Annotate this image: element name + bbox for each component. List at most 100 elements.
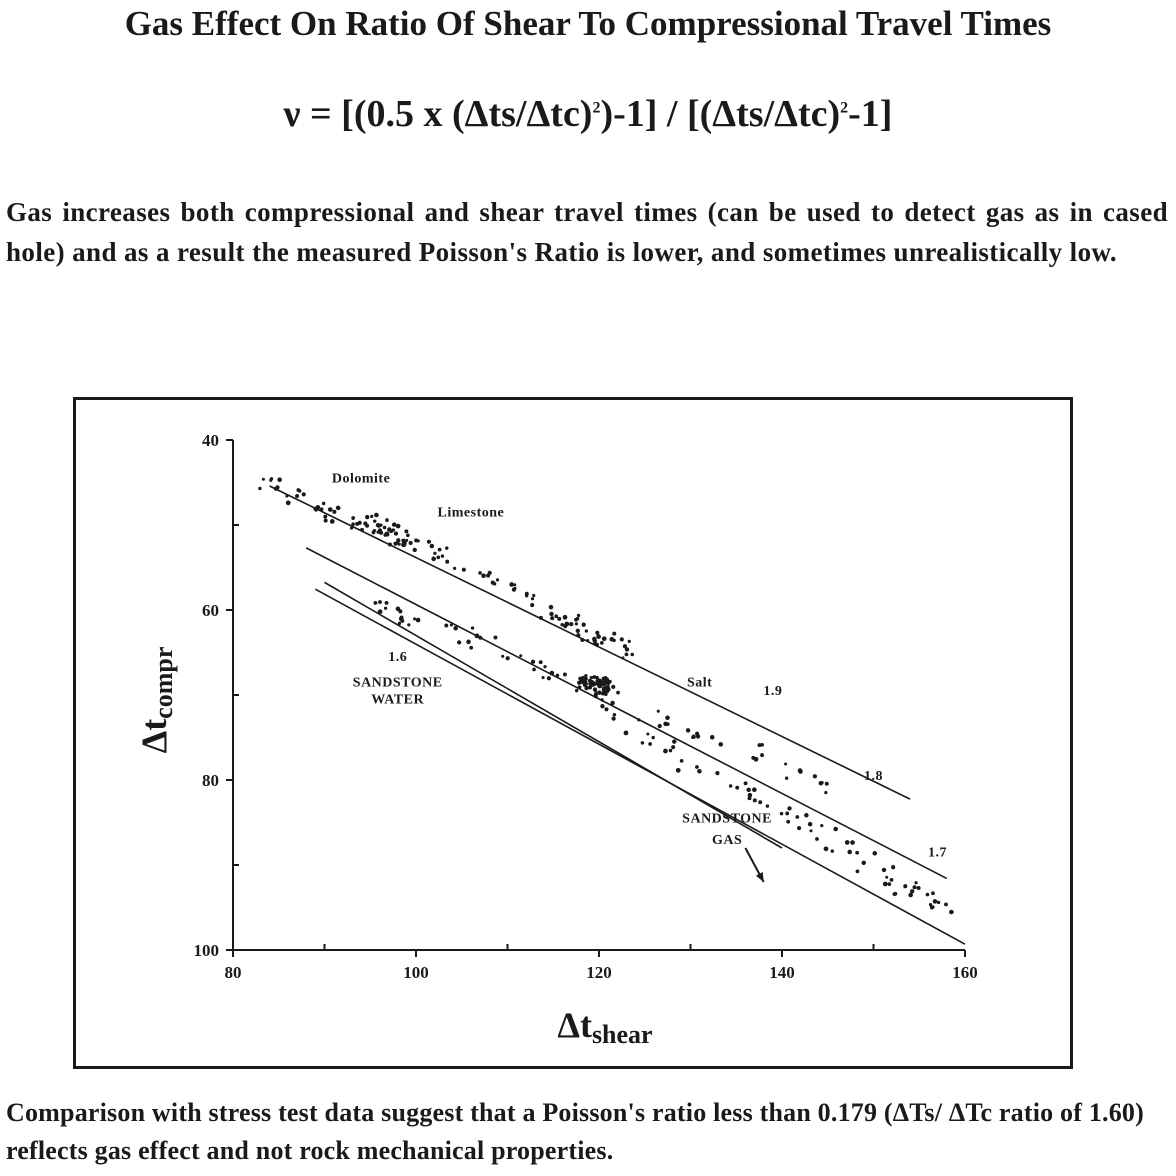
data-point [384,531,390,537]
data-point [592,687,598,692]
data-point [931,891,935,896]
data-point [404,529,409,534]
data-point [715,771,720,776]
page-title: Gas Effect On Ratio Of Shear To Compress… [124,4,1052,43]
data-point [429,543,435,549]
chart-annotation: 1.9 [763,684,782,699]
data-point [595,630,600,635]
data-point [301,492,306,497]
data-point [949,909,954,915]
intro-paragraph: Gas increases both compressional and she… [6,197,1168,267]
data-point [436,555,441,560]
data-point [373,601,378,605]
data-point [587,685,593,690]
formula-part-3: -1] [848,93,893,135]
data-point [872,851,878,856]
data-point [574,688,579,693]
data-point [373,519,377,523]
data-point [560,622,564,627]
data-point [882,881,888,887]
data-point [490,580,495,585]
data-point [415,617,421,623]
y-tick-label: 60 [202,601,219,620]
data-point [855,850,860,855]
chart-annotation: 1.6 [388,650,407,665]
data-point [747,792,753,798]
data-point [481,573,486,579]
data-point [889,878,894,882]
data-point [495,578,500,582]
data-point [569,621,574,627]
data-point [505,656,510,661]
data-point [576,613,581,618]
x-tick-label: 80 [225,963,242,982]
data-point [562,614,568,620]
data-point [376,523,382,528]
data-point [372,528,377,533]
data-point [383,606,388,610]
data-point [743,781,748,786]
data-point [765,804,770,808]
footer-paragraph: Comparison with stress test data suggest… [6,1098,1144,1165]
data-point [914,881,918,885]
data-point [903,884,908,889]
data-point [651,735,655,740]
data-point [584,629,589,633]
data-point [583,680,587,684]
data-point [752,798,757,803]
data-point [351,522,355,527]
data-point [541,676,545,680]
data-point [797,768,803,773]
data-point [509,582,514,587]
data-point [557,616,562,621]
data-point [322,501,326,505]
data-point [600,704,605,709]
data-point [584,674,588,678]
data-point [830,849,835,853]
chart-annotation: WATER [371,693,424,708]
data-point [370,514,374,519]
data-point [850,840,855,845]
y-axis-title: Δtcompr [134,647,178,754]
data-point [501,654,505,658]
data-point [807,821,813,827]
data-point [611,684,616,689]
data-point [593,692,598,697]
data-point [601,688,606,692]
data-point [530,603,535,608]
data-point [583,676,588,681]
data-point [672,739,677,744]
data-point [564,621,570,627]
data-point [378,600,382,604]
data-point [804,813,809,818]
data-point [393,531,399,536]
data-point [395,523,401,529]
data-point [581,622,586,627]
data-point [588,681,593,686]
data-point [384,600,389,605]
data-point [440,554,445,558]
chart-annotation: GAS [712,833,742,848]
data-point [609,636,615,642]
data-point [461,567,466,572]
data-point [599,641,604,645]
data-point [466,639,471,645]
data-point [601,682,606,687]
data-point [601,636,607,642]
data-point [391,528,396,532]
data-point [812,774,817,779]
data-point [685,728,691,733]
data-point [433,551,437,555]
data-point [493,635,498,640]
data-point [757,743,762,748]
data-point [671,745,676,750]
data-point [646,732,650,736]
data-point [513,583,517,587]
data-point [395,606,401,612]
annotations: Dolomite Limestone Salt 1.9 1.8 1.7 1.6 SANDSTO… [332,472,947,883]
data-point [697,768,702,774]
data-point [532,667,536,672]
data-point [779,811,784,816]
data-point [548,604,554,610]
data-point [718,742,724,747]
